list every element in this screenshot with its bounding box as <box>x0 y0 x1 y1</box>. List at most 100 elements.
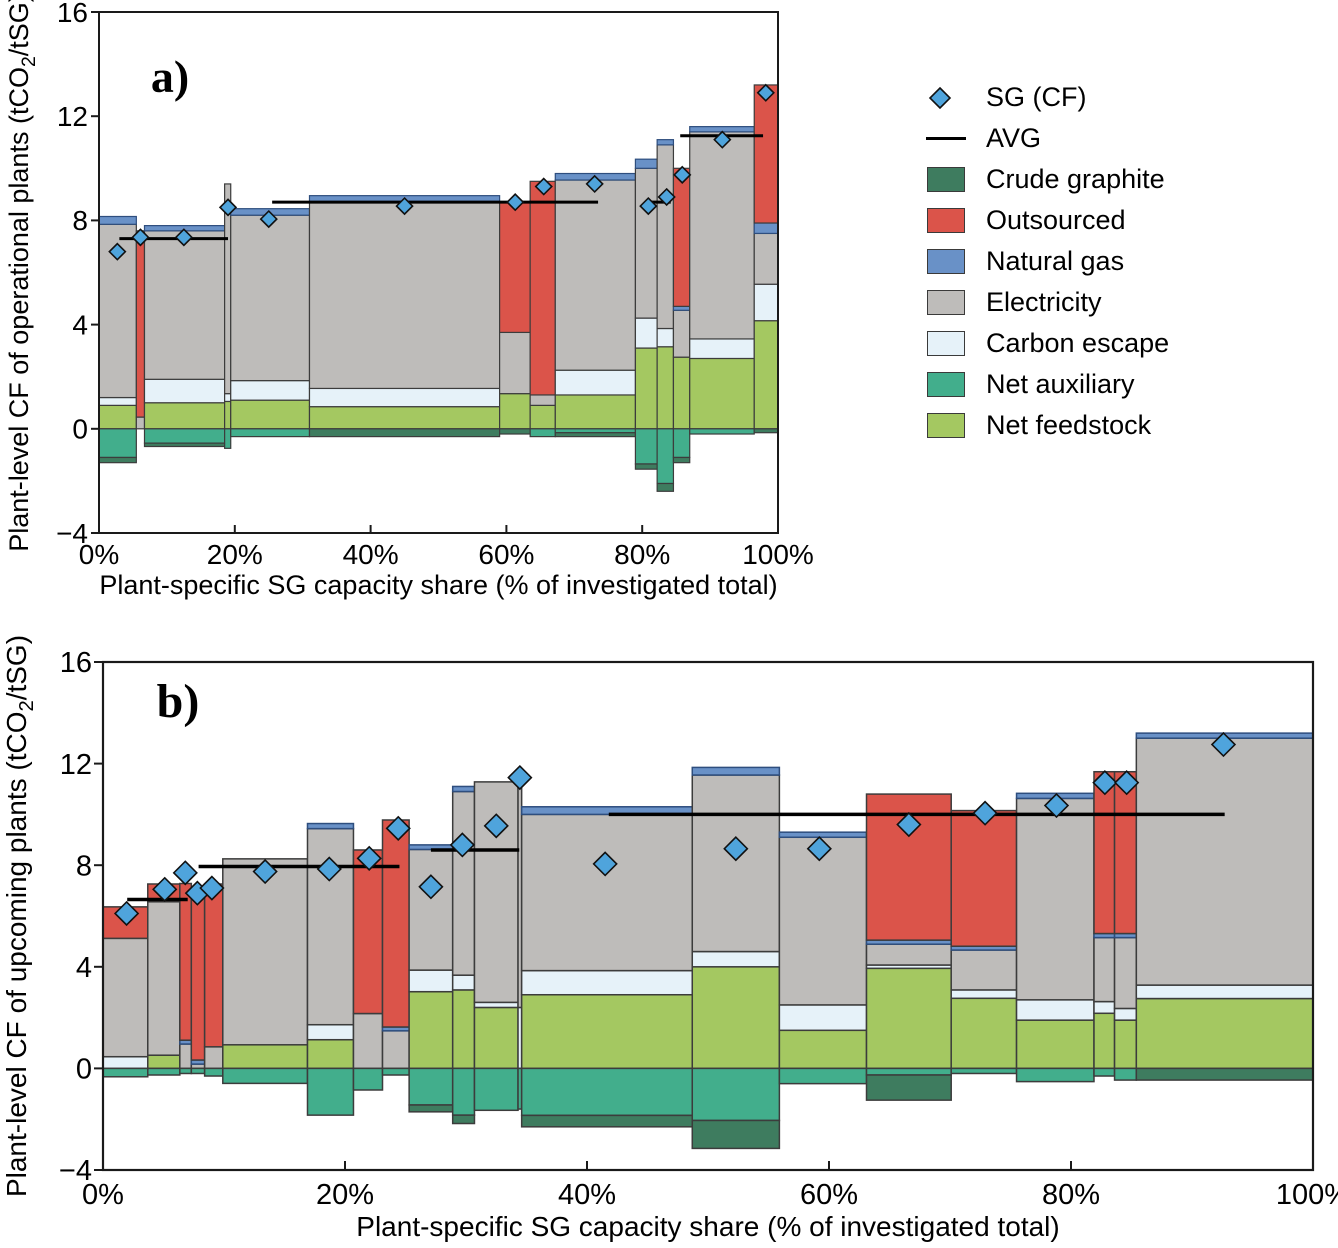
legend-label: Net feedstock <box>986 410 1152 440</box>
sg-cf-marker <box>218 198 238 217</box>
sg-cf-marker <box>152 876 178 902</box>
legend-label: Net auxiliary <box>986 369 1135 399</box>
legend-item-crude-graphite: Crude graphite <box>926 164 1169 194</box>
bar-segment-outsourced <box>950 809 1018 947</box>
sg-cf-marker <box>418 874 444 900</box>
sg-cf-marker <box>507 764 533 791</box>
sg-cf-marker <box>723 836 749 862</box>
y-tick-label: −4 <box>59 1155 92 1187</box>
bar-segment-carbon-escape <box>408 969 454 993</box>
bar-segment-net-auxiliary <box>102 1067 149 1078</box>
y-tick-label: 0 <box>72 414 88 445</box>
legend-item-outsourced: Outsourced <box>926 205 1169 235</box>
bar-segment-electricity <box>865 943 952 966</box>
bar-segment-net-feedstock <box>520 993 694 1070</box>
bar-segment-electricity <box>143 230 226 380</box>
sg-cf-marker <box>199 875 225 901</box>
bar-segment-electricity <box>1015 797 1095 1001</box>
bar-segment-electricity <box>308 201 501 390</box>
bar-segment-net-auxiliary <box>1093 1067 1116 1077</box>
bar-segment-net-auxiliary <box>656 428 675 485</box>
bar-segment-net-auxiliary <box>1113 1067 1138 1081</box>
bar-segment-net-auxiliary <box>778 1067 868 1085</box>
legend-item-net-auxiliary: Net auxiliary <box>926 369 1169 399</box>
electricity-swatch-icon <box>927 290 965 315</box>
bar-segment-net-feedstock <box>778 1029 868 1070</box>
bar-segment-net-auxiliary <box>408 1067 454 1106</box>
legend-label: Electricity <box>986 287 1102 317</box>
avg-line-icon <box>926 136 966 141</box>
bar-segment-electricity <box>520 813 694 972</box>
bar-segment-electricity <box>1093 936 1116 1003</box>
bar-segment-net-feedstock <box>473 1006 519 1070</box>
bar-segment-net-feedstock <box>224 400 232 430</box>
legend-label: SG (CF) <box>986 82 1087 112</box>
sg-cf-marker <box>972 800 998 826</box>
bar-segment-net-auxiliary <box>143 428 226 444</box>
bar-segment-carbon-escape <box>451 974 476 991</box>
bar-segment-natural-gas <box>451 785 476 793</box>
panel-label-b: b) <box>157 675 200 728</box>
legend-item-natural-gas: Natural gas <box>926 246 1169 276</box>
bar-segment-carbon-escape <box>308 387 501 408</box>
bar-segment-net-feedstock <box>147 1054 181 1070</box>
sg-cf-marker <box>316 856 342 882</box>
bar-segment-net-auxiliary <box>190 1067 206 1075</box>
bar-segment-net-feedstock <box>672 356 691 430</box>
x-tick-label: 20% <box>207 539 263 570</box>
x-tick-label: 80% <box>614 539 670 570</box>
sg-cf-marker <box>896 811 922 838</box>
bar-segment-net-feedstock <box>98 404 137 430</box>
bar-segment-net-feedstock <box>529 404 556 430</box>
sg-cf-marker <box>131 228 150 247</box>
bar-segment-net-auxiliary <box>473 1067 519 1112</box>
sg-cf-diamond-icon <box>928 86 952 109</box>
chart-legend: SG (CF) AVG Crude graphite Outsourced Natura… <box>926 82 1170 440</box>
bar-segment-outsourced <box>352 849 384 1015</box>
bar-segment-outsourced <box>190 897 206 1061</box>
bar-segment-net-feedstock <box>408 990 454 1070</box>
avg-line-icon <box>926 136 966 141</box>
bar-segment-crude-graphite <box>451 1114 476 1125</box>
bar-segment-carbon-escape <box>950 989 1018 1000</box>
bar-segment-electricity <box>135 416 146 430</box>
bar-segment-net-feedstock <box>865 967 952 1070</box>
bar-segment-net-feedstock <box>1113 1019 1138 1070</box>
bar-segment-electricity <box>778 836 868 1006</box>
bar-segment-net-feedstock <box>656 346 675 430</box>
bar-segment-crude-graphite <box>143 442 226 448</box>
sg-cf-marker <box>585 174 604 194</box>
bar-segment-electricity <box>691 774 781 953</box>
sg-cf-marker <box>657 187 676 207</box>
plot-border <box>101 660 1315 1172</box>
bar-segment-net-auxiliary <box>306 1067 355 1116</box>
bar-segment-crude-graphite <box>865 1074 952 1101</box>
sg-cf-marker <box>449 832 476 858</box>
bar-segment-electricity <box>753 232 779 285</box>
bar-segment-net-feedstock <box>230 399 311 430</box>
bar-segment-carbon-escape <box>554 369 637 396</box>
bar-segment-net-auxiliary <box>147 1067 181 1076</box>
bar-segment-net-auxiliary <box>203 1067 224 1077</box>
bar-segment-natural-gas <box>753 222 779 235</box>
bar-segment-carbon-escape <box>691 950 781 968</box>
sg-cf-marker <box>395 196 414 216</box>
sg-cf-marker <box>259 209 278 229</box>
legend-label: Carbon escape <box>986 328 1170 358</box>
bar-segment-natural-gas <box>634 158 658 169</box>
bar-segment-carbon-escape <box>102 1055 149 1070</box>
y-axis-title: Plant-level CF of upcoming plants (tCO2/… <box>1 635 38 1197</box>
bar-segment-net-feedstock <box>306 1038 355 1070</box>
legend-label: AVG <box>986 123 1042 153</box>
net-feedstock-swatch-icon <box>926 413 966 438</box>
sg-cf-marker <box>356 845 382 871</box>
bar-segment-net-feedstock <box>308 406 501 430</box>
bar-segment-net-feedstock <box>554 394 637 430</box>
bar-segment-net-auxiliary <box>98 428 137 459</box>
bar-segment-outsourced <box>135 234 146 418</box>
sg-cf-marker <box>385 815 411 842</box>
bar-segment-outsourced <box>1113 770 1138 935</box>
bar-segment-net-auxiliary <box>230 428 311 438</box>
outsourced-swatch-icon <box>927 208 965 233</box>
bar-segment-carbon-escape <box>306 1023 355 1041</box>
